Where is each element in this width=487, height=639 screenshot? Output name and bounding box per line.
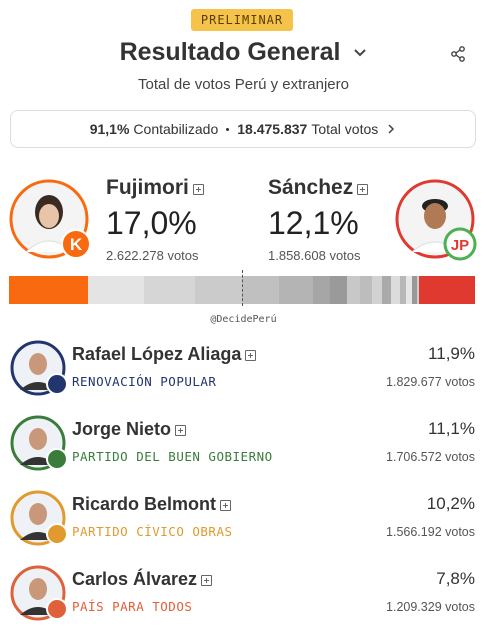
expand-icon[interactable] bbox=[192, 184, 204, 196]
chevron bbox=[388, 124, 395, 134]
separator bbox=[226, 127, 230, 131]
avatar: K bbox=[9, 179, 91, 259]
bar-segment bbox=[330, 276, 347, 304]
counted-percent: 91,1% bbox=[89, 121, 130, 137]
candidate-party: PARTIDO CÍVICO OBRAS bbox=[72, 524, 233, 539]
candidate-percent: 11,1% bbox=[428, 419, 475, 438]
bar-segment bbox=[381, 276, 392, 304]
bar-segment bbox=[371, 276, 382, 304]
candidate-votes: 1.209.329 votos bbox=[386, 600, 475, 614]
candidate-row: Ricardo Belmont PARTIDO CÍVICO OBRAS 10,2%… bbox=[0, 490, 487, 550]
bar-segment bbox=[359, 276, 372, 304]
svg-text:JP: JP bbox=[451, 237, 469, 254]
candidate-name: Carlos Álvarez bbox=[72, 569, 198, 589]
candidate-name: Ricardo Belmont bbox=[72, 494, 217, 514]
candidate-row: Carlos Álvarez PAÍS PARA TODOS 7,8% 1.209.3… bbox=[0, 565, 487, 625]
expand-icon[interactable] bbox=[175, 424, 187, 436]
avatar bbox=[10, 415, 68, 471]
bar-segment bbox=[418, 276, 475, 304]
candidate-name-row: Ricardo Belmont bbox=[72, 494, 232, 515]
total-votes: 18.475.837 bbox=[237, 121, 308, 137]
candidate-votes: 1.829.677 votos bbox=[386, 375, 475, 389]
title: Resultado General bbox=[0, 38, 487, 67]
bar-segment bbox=[9, 276, 89, 304]
leader-name-row: Fujimori bbox=[106, 176, 204, 200]
candidate-votes: 1.566.192 votos bbox=[386, 525, 475, 539]
bar-segment bbox=[143, 276, 196, 304]
dropdown-icon[interactable] bbox=[353, 48, 367, 58]
bar-segment bbox=[416, 276, 419, 304]
total-label: Total votos bbox=[311, 121, 379, 137]
candidate-name: Rafael López Aliaga bbox=[72, 344, 242, 364]
bar-segment bbox=[399, 276, 407, 304]
share-icon[interactable] bbox=[450, 46, 466, 62]
summary-box[interactable]: 91,1% Contabilizado 18.475.837 Total vot… bbox=[10, 110, 476, 148]
source: @DecidePerú bbox=[210, 314, 277, 325]
candidate-name-row: Jorge Nieto bbox=[72, 419, 187, 440]
badge: PRELIMINAR bbox=[191, 9, 293, 31]
expand-icon[interactable] bbox=[245, 349, 257, 361]
bar-segment bbox=[242, 276, 280, 304]
avatar: JP bbox=[395, 179, 477, 261]
avatar bbox=[10, 340, 68, 396]
bar-segment bbox=[346, 276, 360, 304]
leader-votes: 2.622.278 votos bbox=[106, 248, 199, 263]
bar-segment bbox=[195, 276, 243, 304]
candidate-row: Jorge Nieto PARTIDO DEL BUEN GOBIERNO 11,1… bbox=[0, 415, 487, 475]
bar-segment bbox=[406, 276, 413, 304]
bar-segment bbox=[412, 276, 417, 304]
title-text: Resultado General bbox=[119, 38, 341, 66]
leader-votes: 1.858.608 votos bbox=[268, 248, 361, 263]
vote-bar bbox=[9, 276, 475, 304]
avatar bbox=[10, 565, 68, 621]
bar-segment bbox=[313, 276, 331, 304]
bar-segment bbox=[88, 276, 144, 304]
candidate-votes: 1.706.572 votos bbox=[386, 450, 475, 464]
svg-text:K: K bbox=[70, 235, 83, 254]
candidate-name-row: Rafael López Aliaga bbox=[72, 344, 257, 365]
candidate-name: Jorge Nieto bbox=[72, 419, 172, 439]
majority-line bbox=[242, 270, 243, 306]
candidate-percent: 7,8% bbox=[436, 569, 475, 588]
leader-percent: 17,0% bbox=[106, 205, 197, 241]
candidate-name-row: Carlos Álvarez bbox=[72, 569, 213, 590]
candidate-party: PARTIDO DEL BUEN GOBIERNO bbox=[72, 449, 273, 464]
leader-percent: 12,1% bbox=[268, 205, 359, 241]
candidate-row: Rafael López Aliaga RENOVACIÓN POPULAR 11,… bbox=[0, 340, 487, 400]
leader-name-row: Sánchez bbox=[268, 176, 369, 200]
expand-icon[interactable] bbox=[201, 574, 213, 586]
expand-icon[interactable] bbox=[357, 184, 369, 196]
leader-name: Sánchez bbox=[268, 176, 354, 199]
counted-label: Contabilizado bbox=[133, 121, 219, 137]
bar-segment bbox=[279, 276, 314, 304]
leader-name: Fujimori bbox=[106, 176, 189, 199]
avatar bbox=[10, 490, 68, 546]
expand-icon[interactable] bbox=[220, 499, 232, 511]
bar-segment bbox=[391, 276, 400, 304]
candidate-percent: 10,2% bbox=[426, 494, 475, 513]
subtitle: Total de votos Perú y extranjero bbox=[138, 76, 349, 93]
candidate-party: RENOVACIÓN POPULAR bbox=[72, 374, 217, 389]
candidate-party: PAÍS PARA TODOS bbox=[72, 599, 193, 614]
candidate-percent: 11,9% bbox=[428, 344, 475, 363]
